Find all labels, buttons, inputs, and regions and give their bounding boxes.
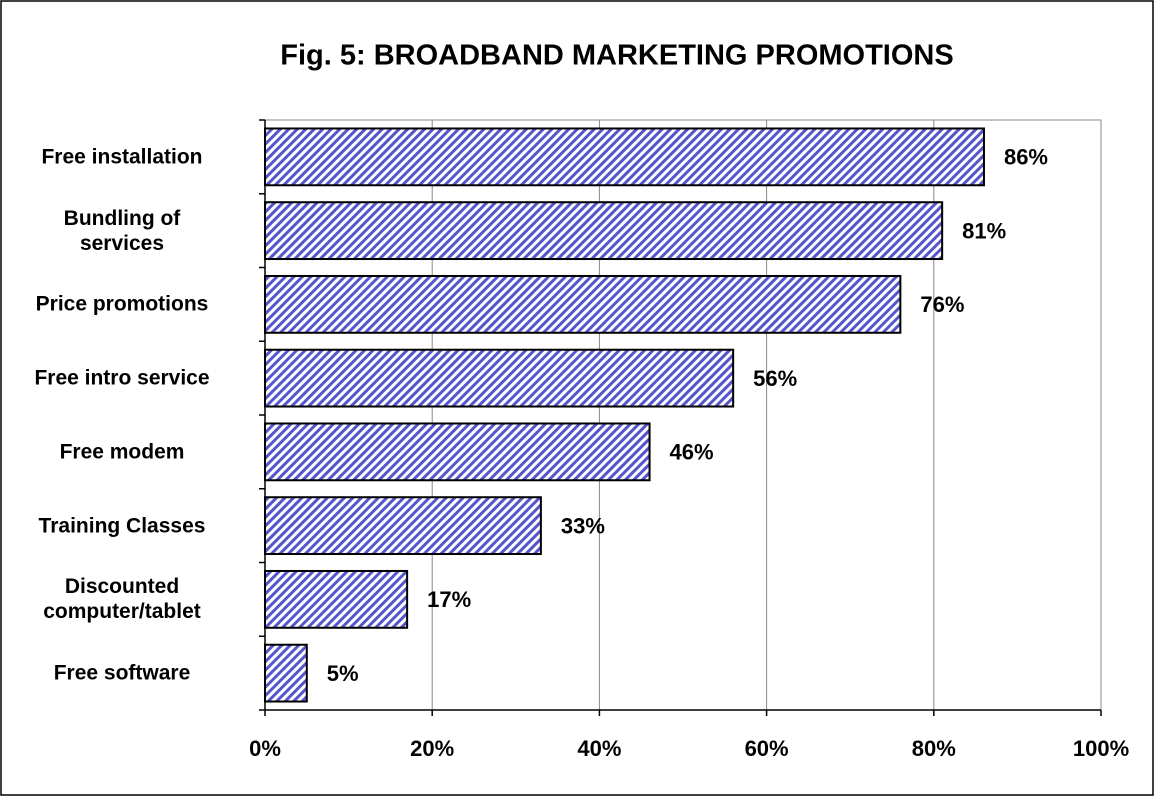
y-tick-label: Bundling of services [63, 206, 181, 255]
bar [264, 274, 902, 334]
bar [264, 127, 985, 187]
y-tick-label: Free intro service [34, 366, 210, 390]
y-tick-label: Price promotions [35, 292, 209, 316]
x-tick-label: 100% [1073, 736, 1129, 761]
x-tick-label: 80% [912, 736, 956, 761]
data-label: 33% [561, 513, 605, 538]
data-label: 46% [670, 440, 714, 465]
bar [264, 643, 308, 703]
y-tick-label: Free software [53, 661, 191, 685]
bar [264, 348, 735, 408]
y-tick-label: Free installation [41, 145, 203, 169]
bar [264, 569, 409, 629]
x-tick-label: 0% [249, 736, 281, 761]
data-label: 5% [327, 661, 359, 686]
x-tick-label: 40% [577, 736, 621, 761]
data-label: 17% [427, 587, 471, 612]
y-tick-label: Free modem [59, 440, 185, 464]
data-label: 56% [753, 366, 797, 391]
x-tick-label: 60% [745, 736, 789, 761]
x-tick-label: 20% [410, 736, 454, 761]
chart-title: Fig. 5: BROADBAND MARKETING PROMOTIONS [280, 40, 953, 72]
data-label: 76% [920, 292, 964, 317]
data-label: 86% [1004, 145, 1048, 170]
data-label: 81% [962, 218, 1006, 243]
y-tick-label: Discounted computer/tablet [43, 575, 201, 624]
y-tick-label: Training Classes [38, 514, 206, 538]
bar [264, 201, 944, 261]
bar [264, 422, 651, 482]
bar [264, 496, 542, 556]
